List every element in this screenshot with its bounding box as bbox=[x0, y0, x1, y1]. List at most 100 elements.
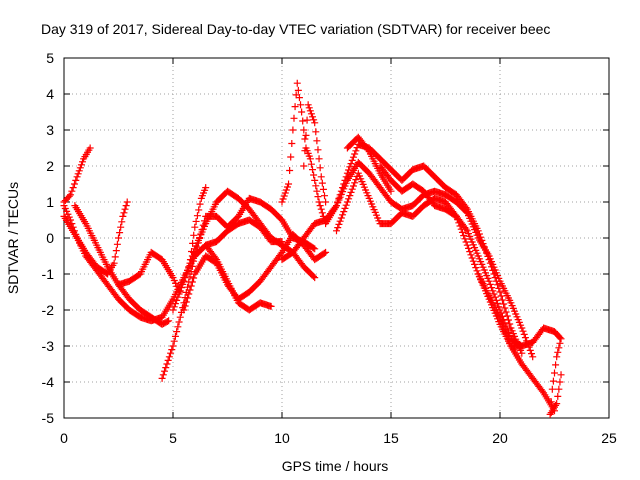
data-point bbox=[202, 184, 210, 192]
data-point bbox=[315, 198, 323, 206]
data-point bbox=[316, 202, 324, 210]
y-tick-label: 1 bbox=[46, 194, 54, 210]
data-point bbox=[346, 192, 354, 200]
data-point bbox=[337, 187, 345, 195]
data-point bbox=[506, 320, 514, 328]
data-point bbox=[491, 293, 499, 301]
data-point bbox=[490, 270, 498, 278]
data-point bbox=[458, 228, 466, 236]
data-point bbox=[293, 79, 301, 87]
data-point bbox=[175, 318, 183, 326]
data-point bbox=[342, 173, 350, 181]
data-point bbox=[309, 244, 317, 252]
data-point bbox=[313, 187, 321, 195]
data-point bbox=[549, 377, 557, 385]
data-point bbox=[526, 346, 534, 354]
data-point bbox=[349, 153, 357, 161]
data-point bbox=[479, 240, 487, 248]
data-point bbox=[456, 222, 464, 230]
data-point bbox=[501, 304, 509, 312]
data-point bbox=[335, 194, 343, 202]
data-point bbox=[300, 162, 308, 170]
data-point bbox=[72, 176, 80, 184]
data-point bbox=[345, 195, 353, 203]
data-point bbox=[486, 259, 494, 267]
data-point bbox=[475, 230, 483, 238]
data-point bbox=[462, 238, 470, 246]
series-trace-11 bbox=[278, 79, 327, 220]
data-point bbox=[163, 360, 171, 368]
data-point bbox=[555, 344, 563, 352]
data-point bbox=[294, 86, 302, 94]
data-point bbox=[548, 385, 556, 393]
data-point bbox=[188, 248, 196, 255]
data-point bbox=[481, 246, 489, 254]
data-point bbox=[174, 293, 182, 301]
data-point bbox=[527, 350, 535, 358]
data-point bbox=[554, 348, 562, 356]
data-point bbox=[520, 330, 528, 338]
data-point bbox=[307, 160, 315, 168]
data-point bbox=[553, 400, 561, 408]
data-point bbox=[195, 206, 203, 214]
data-point bbox=[177, 284, 185, 292]
data-point bbox=[75, 167, 83, 175]
data-point bbox=[529, 353, 537, 361]
series-trace-10 bbox=[202, 216, 286, 249]
data-point bbox=[280, 192, 288, 200]
data-point bbox=[557, 335, 565, 343]
data-point bbox=[187, 282, 195, 290]
data-point bbox=[348, 156, 356, 164]
data-point bbox=[451, 212, 459, 220]
data-point bbox=[556, 339, 564, 347]
y-tick-label: 2 bbox=[46, 158, 54, 174]
data-point bbox=[168, 346, 176, 354]
series-trace-17 bbox=[343, 133, 395, 195]
data-point bbox=[387, 187, 395, 195]
data-point bbox=[478, 236, 486, 244]
data-point bbox=[312, 128, 320, 136]
y-axis-label: SDTVAR / TECUs bbox=[5, 182, 21, 294]
data-point bbox=[319, 185, 327, 193]
data-point bbox=[170, 303, 178, 311]
axis-ticks: 0 5 10 15 20 25 -5 -4 -3 -2 -1 0 1 2 3 4 5 bbox=[42, 50, 617, 446]
data-point bbox=[351, 150, 359, 158]
data-point bbox=[472, 264, 480, 272]
data-point bbox=[483, 249, 491, 257]
data-point bbox=[314, 193, 322, 201]
data-point bbox=[311, 176, 319, 184]
data-point bbox=[193, 212, 201, 220]
data-point bbox=[301, 135, 309, 143]
y-tick-label: -5 bbox=[42, 410, 55, 426]
data-point bbox=[313, 137, 321, 145]
data-point bbox=[302, 131, 310, 139]
data-point bbox=[288, 140, 296, 147]
data-point bbox=[495, 284, 503, 292]
data-point bbox=[314, 146, 322, 154]
data-point bbox=[488, 263, 496, 271]
data-point bbox=[341, 176, 349, 184]
data-point bbox=[491, 274, 499, 282]
data-point bbox=[188, 278, 196, 286]
data-point bbox=[474, 227, 482, 235]
data-point bbox=[473, 267, 481, 275]
data-point bbox=[306, 155, 314, 163]
data-point bbox=[494, 281, 502, 289]
data-point bbox=[309, 166, 317, 174]
data-point bbox=[485, 277, 493, 285]
data-series bbox=[60, 79, 565, 418]
y-tick-label: 5 bbox=[46, 50, 54, 66]
data-point bbox=[498, 296, 506, 304]
data-point bbox=[182, 270, 190, 278]
data-point bbox=[555, 385, 563, 393]
data-point bbox=[169, 342, 177, 350]
data-point bbox=[189, 239, 197, 247]
data-point bbox=[311, 274, 319, 282]
data-point bbox=[347, 160, 355, 168]
data-point bbox=[318, 209, 326, 217]
x-tick-label: 25 bbox=[601, 430, 617, 446]
data-point bbox=[283, 183, 291, 191]
data-point bbox=[352, 176, 360, 184]
data-point bbox=[496, 288, 504, 296]
data-point bbox=[180, 277, 188, 285]
